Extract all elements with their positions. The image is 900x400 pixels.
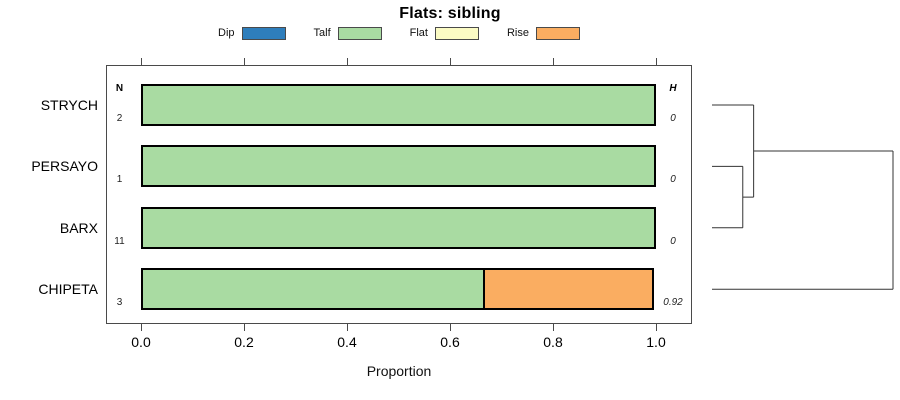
x-axis-tick-top bbox=[656, 58, 657, 65]
x-axis-tick-label: 0.4 bbox=[337, 334, 357, 350]
x-axis-tick-bottom bbox=[553, 324, 554, 331]
x-axis-tick-top bbox=[141, 58, 142, 65]
x-axis-tick-bottom bbox=[141, 324, 142, 331]
x-axis-tick-label: 0.8 bbox=[543, 334, 563, 350]
x-axis-label: Proportion bbox=[366, 363, 432, 379]
bar-segment-talf bbox=[141, 206, 656, 249]
legend-swatch-dip bbox=[241, 26, 286, 40]
h-value: 0.92 bbox=[663, 297, 683, 309]
h-value: 0 bbox=[670, 113, 676, 124]
x-axis-tick-label: 1.0 bbox=[646, 334, 666, 350]
chart-title: Flats: sibling bbox=[399, 5, 501, 22]
h-value: 0 bbox=[670, 235, 676, 247]
x-axis-tick-top bbox=[244, 58, 245, 65]
row-label-strych: STRYCH bbox=[40, 97, 98, 113]
dendrogram-path bbox=[712, 104, 894, 290]
legend-item-flat: Flat bbox=[409, 26, 479, 40]
bar-segment-talf bbox=[141, 268, 485, 311]
x-axis-tick-bottom bbox=[656, 324, 657, 331]
n-value: 11 bbox=[114, 235, 125, 247]
x-axis-tick-bottom bbox=[450, 324, 451, 331]
x-axis-tick-top bbox=[347, 58, 348, 65]
n-value: 2 bbox=[116, 113, 123, 124]
x-axis-tick-top bbox=[450, 58, 451, 65]
legend-label: Dip bbox=[218, 27, 235, 39]
bar-barx bbox=[141, 206, 656, 249]
n-value: 1 bbox=[116, 174, 123, 186]
bar-strych bbox=[141, 84, 656, 126]
legend-label: Rise bbox=[506, 27, 529, 39]
x-axis-tick-label: 0.2 bbox=[234, 334, 254, 350]
x-axis-tick-bottom bbox=[244, 324, 245, 331]
bar-persayo bbox=[141, 145, 656, 188]
legend-item-dip: Dip bbox=[218, 26, 286, 40]
x-axis-tick-top bbox=[553, 58, 554, 65]
bar-segment-rise bbox=[482, 268, 654, 311]
bar-segment-talf bbox=[141, 145, 656, 188]
row-label-barx: BARX bbox=[59, 219, 98, 236]
legend-label: Talf bbox=[313, 27, 331, 39]
legend-swatch-flat bbox=[434, 26, 479, 40]
legend-label: Flat bbox=[409, 27, 428, 39]
h-column-header: H bbox=[669, 83, 677, 94]
h-value: 0 bbox=[670, 174, 676, 186]
legend-swatch-talf bbox=[337, 26, 382, 40]
legend-item-rise: Rise bbox=[506, 26, 580, 40]
x-axis-tick-label: 0.6 bbox=[440, 334, 460, 350]
x-axis-tick-bottom bbox=[347, 324, 348, 331]
row-label-chipeta: CHIPETA bbox=[38, 281, 98, 298]
legend-swatch-rise bbox=[536, 26, 580, 40]
n-value: 3 bbox=[116, 297, 123, 309]
row-label-persayo: PERSAYO bbox=[31, 158, 98, 175]
n-column-header: N bbox=[115, 83, 124, 94]
legend-item-talf: Talf bbox=[313, 26, 382, 40]
x-axis-tick-label: 0.0 bbox=[131, 334, 151, 350]
bar-chipeta bbox=[141, 268, 656, 311]
legend: Dip Talf Flat Rise bbox=[106, 25, 692, 41]
bar-segment-talf bbox=[141, 84, 656, 126]
